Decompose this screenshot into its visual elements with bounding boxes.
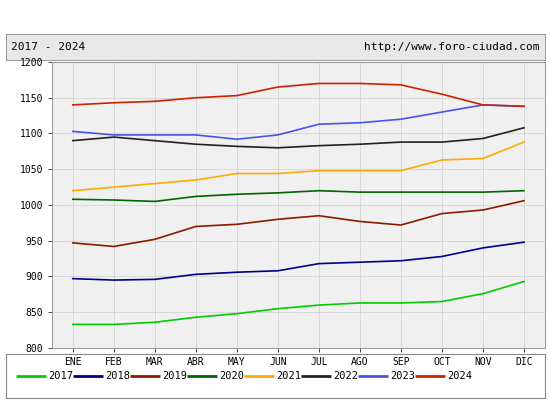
Text: 2017: 2017 xyxy=(48,371,74,381)
Text: 2022: 2022 xyxy=(333,371,359,381)
Text: 2018: 2018 xyxy=(106,371,130,381)
Text: 2019: 2019 xyxy=(163,371,188,381)
Text: Evolucion num de emigrantes en Dos Hermanas: Evolucion num de emigrantes en Dos Herma… xyxy=(95,10,455,24)
Text: 2023: 2023 xyxy=(390,371,415,381)
Text: 2021: 2021 xyxy=(277,371,301,381)
Text: 2017 - 2024: 2017 - 2024 xyxy=(11,42,85,52)
Text: http://www.foro-ciudad.com: http://www.foro-ciudad.com xyxy=(364,42,539,52)
Text: 2020: 2020 xyxy=(219,371,245,381)
Text: 2024: 2024 xyxy=(448,371,472,381)
